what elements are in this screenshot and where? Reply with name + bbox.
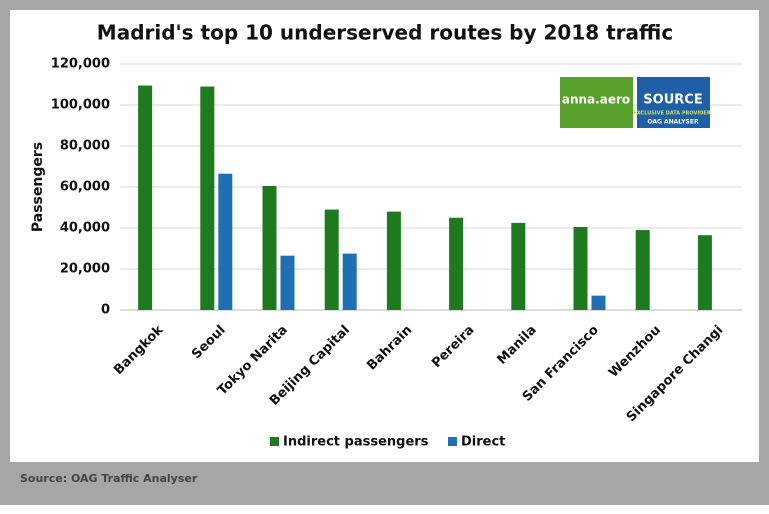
logo-text: anna.aero <box>562 93 630 107</box>
logo-anna: anna.aero <box>560 77 633 128</box>
bar <box>386 211 401 310</box>
legend-swatch <box>270 437 279 446</box>
logo-text: SOURCE <box>643 93 702 108</box>
y-tick-label: 100,000 <box>51 98 110 113</box>
legend-label: Direct <box>461 435 505 450</box>
logo-box <box>637 77 710 128</box>
legend-swatch <box>448 437 457 446</box>
chart-area <box>10 10 759 462</box>
y-tick-label: 0 <box>101 303 110 318</box>
y-axis-label: Passengers <box>30 142 46 232</box>
bar <box>280 255 295 310</box>
bar <box>218 173 233 310</box>
y-tick-label: 20,000 <box>60 262 110 277</box>
logo-box <box>560 77 633 128</box>
y-tick-label: 60,000 <box>60 180 110 195</box>
y-tick-label: 120,000 <box>51 57 110 72</box>
bar <box>200 86 215 310</box>
bar <box>511 222 526 310</box>
bar <box>138 85 153 311</box>
source: Source: OAG Traffic Analyser <box>20 472 198 485</box>
bar <box>449 217 464 310</box>
legend-label: Indirect passengers <box>283 435 429 450</box>
bar <box>262 185 277 310</box>
bar <box>635 230 650 310</box>
y-tick-label: 40,000 <box>60 221 110 236</box>
bar <box>324 209 339 310</box>
bar <box>342 253 357 310</box>
logo-source: SOURCE EXCLUSIVE DATA PROVIDER: OAG ANAL… <box>633 77 713 128</box>
logo-text: OAG ANALYSER <box>647 119 699 126</box>
chart-title: Madrid's top 10 underserved routes by 20… <box>97 21 673 45</box>
bar <box>591 295 606 310</box>
logo-text: EXCLUSIVE DATA PROVIDER: <box>633 111 712 117</box>
y-tick-label: 80,000 <box>60 139 110 154</box>
bar <box>573 226 588 310</box>
bar <box>697 235 712 310</box>
